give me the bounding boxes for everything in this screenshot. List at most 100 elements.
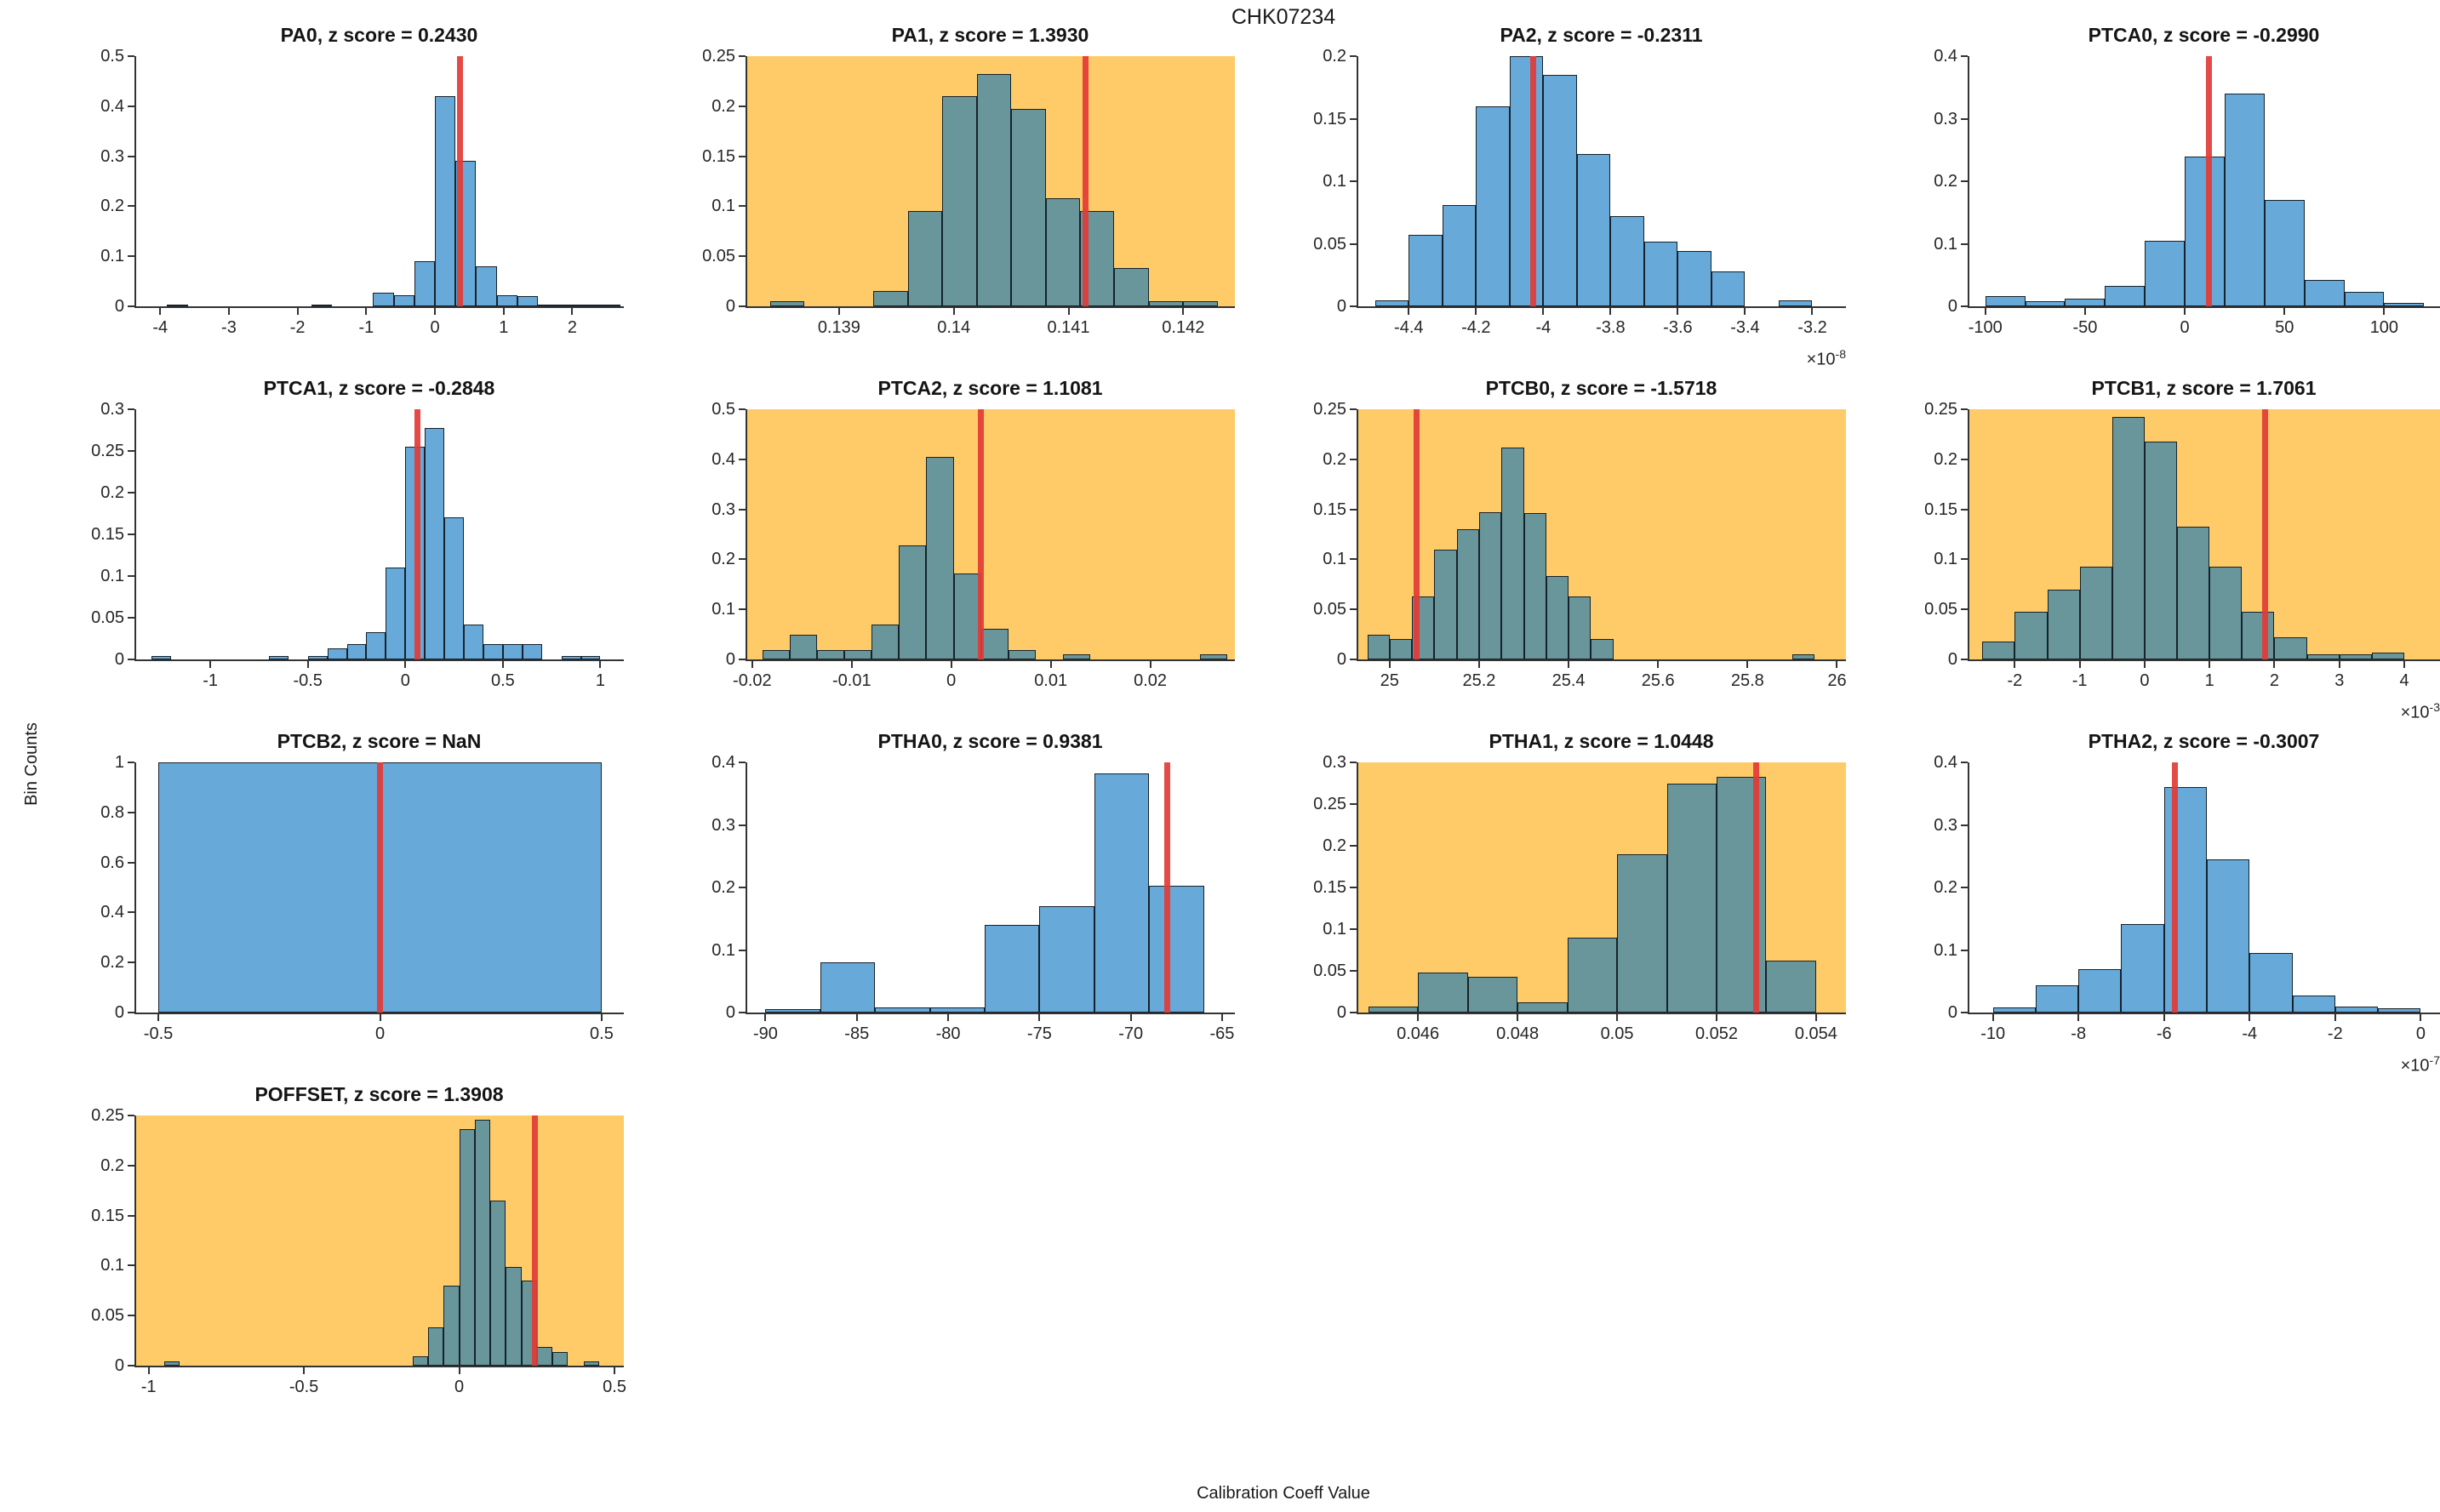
x-tick-label: 0 — [430, 318, 440, 337]
subplot-title: PA1, z score = 1.3930 — [891, 24, 1089, 46]
x-tick-label: 0 — [374, 1024, 386, 1043]
x-tick-mark — [2283, 308, 2286, 315]
x-tick-mark — [1677, 308, 1679, 315]
x-tick-label: 0.142 — [1162, 318, 1205, 337]
histogram-bar — [561, 656, 581, 659]
y-tick-mark — [739, 105, 746, 107]
x-tick-mark — [855, 1014, 858, 1021]
histogram-bar — [1617, 853, 1667, 1013]
x-tick-label: 1 — [595, 671, 606, 690]
y-tick-label: 0 — [1336, 650, 1346, 669]
y-tick-label: 0 — [1947, 650, 1957, 669]
histogram-bar — [517, 296, 539, 306]
plot-area — [746, 56, 1235, 308]
histogram-bar — [1011, 109, 1046, 306]
histogram-bar — [1063, 654, 1091, 659]
y-tick-label: 0.3 — [100, 146, 124, 166]
histogram-bar — [435, 96, 456, 306]
y-tick-label: 0.1 — [100, 1256, 124, 1275]
histogram-bar — [167, 304, 188, 306]
target-value-marker — [978, 409, 985, 659]
y-tick-mark — [1961, 180, 1968, 182]
y-tick-mark — [739, 255, 746, 258]
histogram-bar — [2304, 280, 2345, 306]
x-tick-label: 0 — [2140, 671, 2150, 690]
x-tick-mark — [2163, 1014, 2165, 1021]
x-tick-label: 0.05 — [1600, 1024, 1634, 1043]
y-tick-mark — [1961, 408, 1968, 410]
y-tick-mark — [1350, 508, 1357, 511]
histogram-bar — [1982, 641, 2015, 659]
figure-title: CHK07234 — [1231, 5, 1336, 29]
histogram-bar — [762, 650, 790, 659]
y-tick-mark — [128, 205, 134, 208]
x-tick-label: -3.6 — [1663, 318, 1693, 337]
y-tick-label: 0.2 — [711, 96, 735, 116]
y-tick-label: 0.05 — [702, 247, 735, 266]
y-tick-mark — [128, 861, 134, 864]
histogram-bar — [1409, 235, 1443, 306]
axis-multiplier-base: ×10 — [2400, 703, 2430, 722]
histogram-bar — [1766, 961, 1816, 1013]
x-tick-mark — [1657, 661, 1660, 668]
y-tick-label: 0.2 — [1934, 449, 1957, 469]
x-tick-mark — [1129, 1014, 1132, 1021]
y-tick-mark — [128, 1012, 134, 1013]
axis-multiplier: ×10-3 — [1968, 700, 2440, 723]
x-tick-label: 0.5 — [490, 671, 515, 690]
y-tick-mark — [128, 617, 134, 619]
y-tick-mark — [739, 887, 746, 888]
target-value-marker — [2261, 409, 2268, 659]
subplot-title: PTCA1, z score = -0.2848 — [263, 377, 495, 399]
histogram-bar — [1791, 654, 1815, 659]
x-tick-label: 0.5 — [590, 1024, 614, 1043]
x-tick-mark — [365, 308, 368, 315]
x-tick-label: -1 — [358, 318, 374, 337]
y-tick-mark — [1961, 824, 1968, 826]
histogram-bar — [2035, 985, 2079, 1013]
y-tick-label: 0 — [1336, 297, 1346, 316]
y-tick-mark — [1350, 887, 1357, 888]
x-tick-label: -4.2 — [1461, 318, 1491, 337]
target-value-marker — [1083, 56, 1089, 306]
plot-area — [1357, 409, 1846, 661]
x-tick-mark — [2403, 661, 2406, 668]
y-tick-label: 0.4 — [100, 903, 124, 922]
x-tick-mark — [2338, 661, 2340, 668]
y-tick-mark — [739, 659, 746, 660]
x-tick-label: -85 — [844, 1024, 870, 1043]
histogram-bar — [2078, 968, 2122, 1013]
histogram-bar — [1200, 654, 1228, 659]
x-tick-label: -4.4 — [1394, 318, 1424, 337]
y-tick-mark — [739, 608, 746, 611]
x-tick-mark — [501, 661, 504, 668]
axis-multiplier-base: ×10 — [2400, 1056, 2430, 1076]
x-tick-label: 50 — [2275, 318, 2294, 337]
x-tick-label: 0.14 — [937, 318, 971, 337]
y-tick-label: 0.5 — [100, 47, 124, 66]
y-tick-mark — [1350, 180, 1357, 182]
y-tick-label: 0.1 — [1934, 234, 1957, 254]
histogram-bar — [769, 301, 805, 306]
x-tick-label: -3.2 — [1797, 318, 1827, 337]
x-tick-label: 0.02 — [1134, 671, 1168, 690]
y-tick-label: 0.05 — [91, 608, 124, 627]
histogram-bar — [2177, 526, 2210, 659]
histogram-bar — [1456, 529, 1479, 659]
y-tick-label: 0.3 — [1934, 109, 1957, 128]
y-tick-label: 0.15 — [91, 1206, 124, 1225]
subplot-title: PTCA2, z score = 1.1081 — [877, 377, 1103, 399]
target-value-marker — [2171, 762, 2178, 1013]
y-tick-mark — [1350, 408, 1357, 410]
subplot-title: POFFSET, z score = 1.3908 — [254, 1083, 504, 1105]
x-tick-label: 2 — [567, 318, 578, 337]
y-tick-label: 0 — [114, 650, 124, 669]
y-tick-mark — [128, 659, 134, 660]
y-tick-label: 0 — [1947, 1003, 1957, 1022]
y-tick-label: 0.3 — [1934, 815, 1957, 835]
histogram-bar — [414, 261, 436, 306]
y-tick-label: 0.2 — [1934, 878, 1957, 897]
x-tick-label: 25.6 — [1641, 671, 1675, 690]
y-tick-mark — [128, 1264, 134, 1267]
x-tick-mark — [1049, 661, 1052, 668]
